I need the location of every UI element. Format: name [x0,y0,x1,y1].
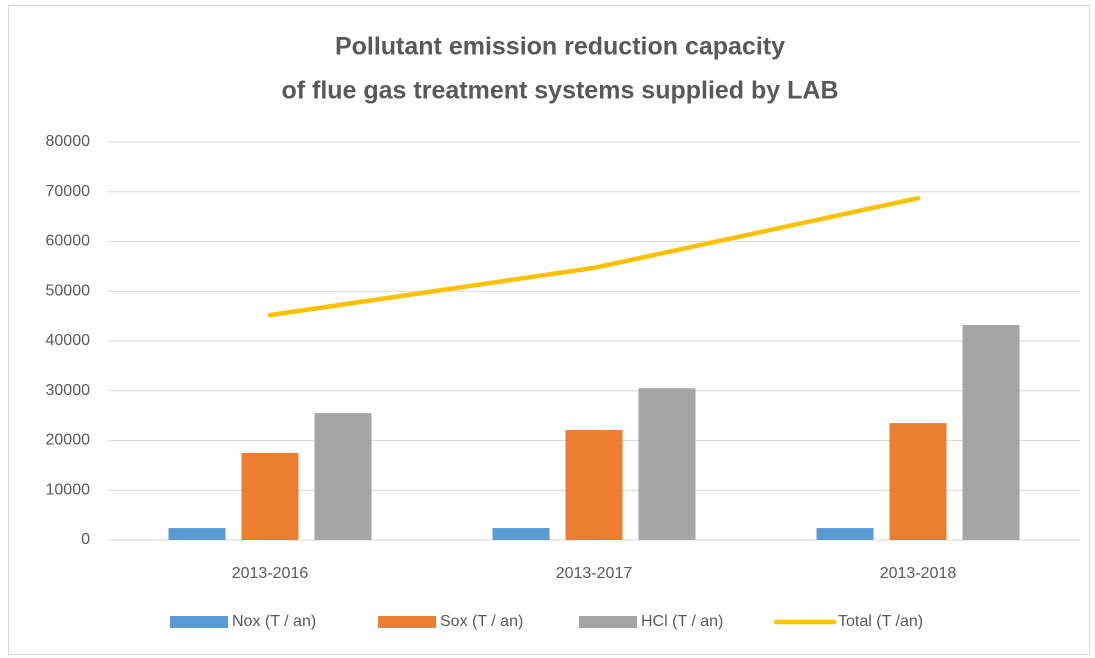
bar [492,528,550,540]
bar [241,452,299,540]
x-tick-label: 2013-2017 [556,565,633,582]
y-tick-label: 30000 [46,382,91,399]
legend-label: Nox (T / an) [232,613,316,630]
bar [816,528,874,540]
y-tick-label: 80000 [46,133,91,150]
y-tick-label: 70000 [46,183,91,200]
x-tick-label: 2013-2018 [880,565,957,582]
legend-label: Sox (T / an) [440,613,523,630]
y-tick-label: 10000 [46,481,91,498]
bar [638,388,696,540]
bar [314,413,372,540]
bar [889,423,947,540]
chart-title: of flue gas treatment systems supplied b… [281,77,838,105]
y-tick-label: 0 [81,531,90,548]
x-tick-label: 2013-2016 [232,565,309,582]
y-tick-label: 20000 [46,432,91,449]
y-tick-label: 50000 [46,282,91,299]
bar [962,325,1020,540]
legend-swatch [579,616,637,628]
chart-border [8,5,1090,655]
legend-label: HCl (T / an) [641,613,723,630]
chart-title: Pollutant emission reduction capacity [335,33,785,61]
y-tick-label: 40000 [46,332,91,349]
legend-swatch [170,616,228,628]
bar [168,528,226,540]
line [267,195,921,318]
y-tick-label: 60000 [46,233,91,250]
legend-swatch [378,616,436,628]
legend-label: Total (T /an) [838,613,923,630]
bar [565,430,623,540]
